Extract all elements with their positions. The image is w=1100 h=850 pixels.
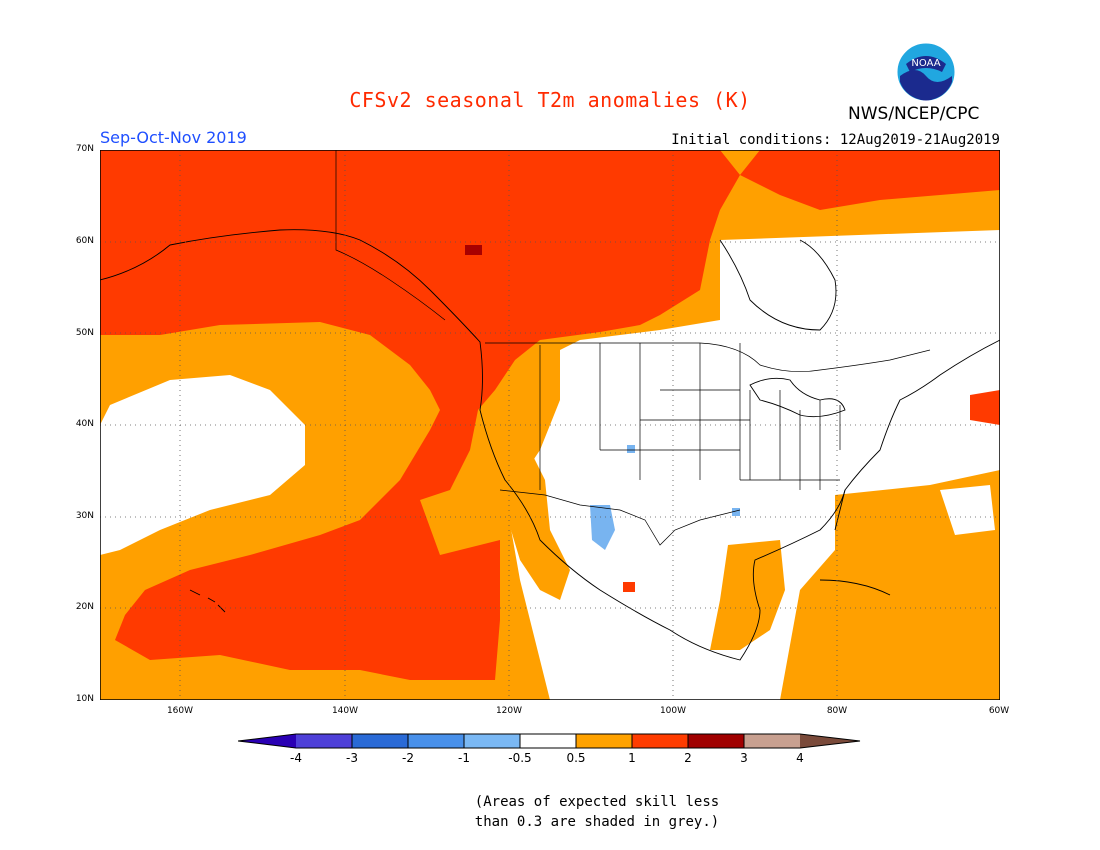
colorbar-label: -0.5: [508, 751, 532, 765]
lat-label-50n: 50N: [75, 328, 94, 338]
logo-text: NOAA: [911, 58, 940, 69]
colorbar-label: 2: [684, 751, 692, 765]
colorbar-label: 0.5: [566, 751, 586, 765]
cuba-coast: [819, 579, 891, 596]
colorbar-segment: [464, 734, 520, 748]
lon-label-80w: 80W: [826, 706, 848, 716]
lon-label-160w: 160W: [166, 706, 194, 716]
skill-note: (Areas of expected skill less than 0.3 a…: [0, 792, 1100, 832]
colorbar-segment: [352, 734, 408, 748]
arctic-red-region: [740, 150, 1000, 210]
great-lakes: [749, 377, 846, 418]
colorado-blue-patch: [627, 445, 635, 453]
colorbar-label: -1: [458, 751, 470, 765]
colorbar-label: -3: [346, 751, 358, 765]
colorbar-high-arrow: [800, 734, 860, 748]
state-lines: [539, 343, 841, 490]
atlantic-red-region: [970, 390, 1000, 425]
lat-label-20n: 20N: [75, 602, 94, 612]
florida-coast: [834, 489, 846, 531]
skill-note-line1: (Areas of expected skill less: [474, 794, 720, 810]
colorbar-label: 4: [796, 751, 804, 765]
colorbar-segment: [632, 734, 688, 748]
colorbar-label: 1: [628, 751, 636, 765]
north-pacific-red-region: [100, 150, 740, 680]
lower-red-patch: [623, 582, 635, 592]
darkred-patch: [465, 245, 482, 255]
lat-label-60n: 60N: [75, 236, 94, 246]
pacific-white-region: [100, 375, 305, 555]
agency-label: NWS/NCEP/CPC: [848, 104, 980, 124]
skill-note-line2: than 0.3 are shaded in grey.): [474, 814, 720, 830]
canada-us-border: [485, 342, 931, 372]
lat-label-10n: 10N: [75, 694, 94, 704]
lat-label-30n: 30N: [75, 511, 94, 521]
us-mexico-border: [499, 489, 741, 546]
colorbar-segment: [296, 734, 352, 748]
borders: [335, 150, 931, 546]
mexico-blue-patch: [590, 505, 615, 550]
lon-label-140w: 140W: [331, 706, 359, 716]
map-title: CFSv2 seasonal T2m anomalies (K): [349, 88, 751, 112]
anomaly-map: [100, 150, 1000, 700]
grid-lines: [100, 150, 1000, 700]
baja-orange-region: [500, 450, 570, 600]
noaa-logo: NOAA: [896, 42, 956, 102]
colorbar-label: -2: [402, 751, 414, 765]
colorbar-segment: [408, 734, 464, 748]
hudson-bay-coast: [719, 239, 837, 331]
season-label: Sep-Oct-Nov 2019: [100, 128, 247, 147]
colorbar: [238, 733, 861, 749]
north-america-coast: [100, 229, 1000, 661]
texas-blue-patch: [732, 508, 740, 516]
colorbar-segment: [688, 734, 744, 748]
initial-conditions-label: Initial conditions: 12Aug2019-21Aug2019: [671, 132, 1000, 148]
lon-label-120w: 120W: [495, 706, 523, 716]
coastlines: [100, 229, 1000, 661]
lat-label-40n: 40N: [75, 419, 94, 429]
gulf-orange-region: [710, 540, 785, 650]
colorbar-segment: [576, 734, 632, 748]
colorbar-label: 3: [740, 751, 748, 765]
colorbar-segment: [520, 734, 576, 748]
lon-label-100w: 100W: [659, 706, 687, 716]
lon-label-60w: 60W: [988, 706, 1010, 716]
lat-label-70n: 70N: [75, 144, 94, 154]
atlantic-white-patch: [940, 485, 995, 535]
colorbar-label: -4: [290, 751, 302, 765]
colorbar-low-arrow: [238, 734, 296, 748]
alaska-border: [335, 150, 446, 321]
colorbar-segment: [744, 734, 800, 748]
hawaii-islands: [189, 589, 226, 613]
